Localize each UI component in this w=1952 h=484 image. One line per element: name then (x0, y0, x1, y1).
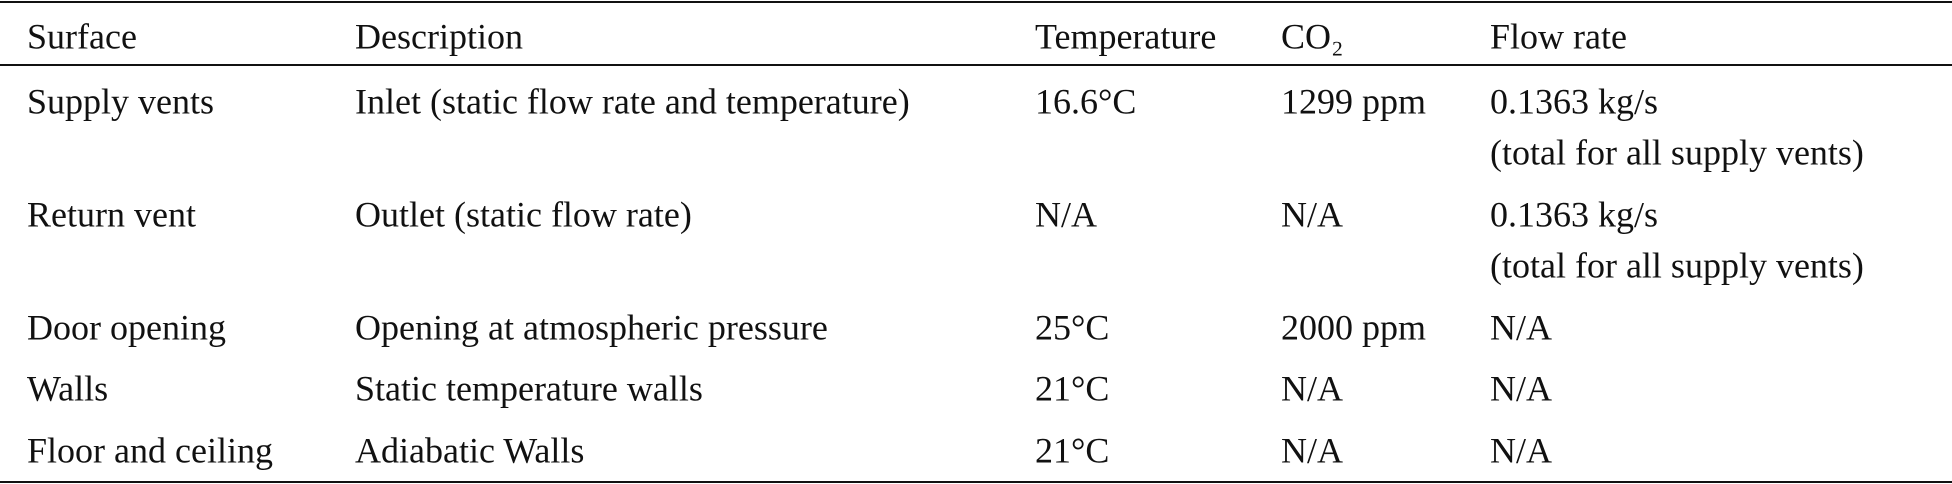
cell: Static temperature walls (355, 368, 703, 408)
cell: 0.1363 kg/s (1490, 81, 1658, 121)
cell: Adiabatic Walls (355, 430, 584, 470)
cell: Inlet (static flow rate and temperature) (355, 81, 910, 121)
cell: 0.1363 kg/s (1490, 194, 1658, 234)
cell: Door opening (27, 307, 226, 347)
cell: Walls (27, 368, 108, 408)
cell: N/A (1281, 194, 1343, 234)
cell: 16.6°C (1035, 81, 1136, 121)
cell: Outlet (static flow rate) (355, 194, 692, 234)
cell: Opening at atmospheric pressure (355, 307, 828, 347)
cell: Floor and ceiling (27, 430, 273, 470)
cell: 25°C (1035, 307, 1109, 347)
cell: 2000 ppm (1281, 307, 1426, 347)
cell: N/A (1035, 194, 1097, 234)
header-cell: Flow rate (1490, 16, 1627, 56)
cell: 21°C (1035, 430, 1109, 470)
header-cell: Temperature (1035, 16, 1216, 56)
cell: 1299 ppm (1281, 81, 1426, 121)
header-cell: CO₂ (1281, 16, 1344, 56)
cell: N/A (1281, 430, 1343, 470)
cell: N/A (1281, 368, 1343, 408)
cell: N/A (1490, 368, 1552, 408)
cell: (total for all supply vents) (1490, 132, 1864, 172)
cell: (total for all supply vents) (1490, 245, 1864, 285)
header-cell: Description (355, 16, 523, 56)
cell: 21°C (1035, 368, 1109, 408)
cell: Supply vents (27, 81, 214, 121)
cell: N/A (1490, 307, 1552, 347)
header-cell: Surface (27, 16, 137, 56)
cell: Return vent (27, 194, 196, 234)
cell: N/A (1490, 430, 1552, 470)
